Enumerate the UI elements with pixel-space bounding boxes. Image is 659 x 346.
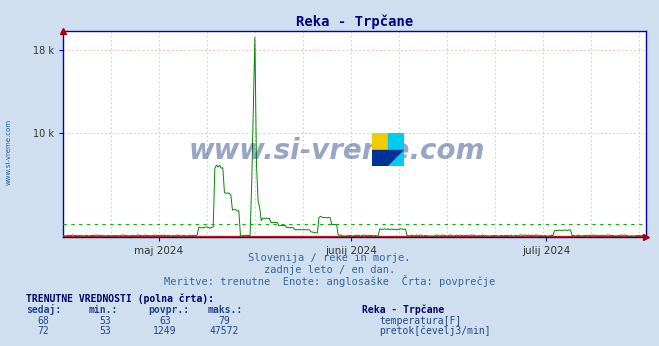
Text: povpr.:: povpr.: xyxy=(148,306,189,316)
Text: Meritve: trenutne  Enote: anglosaške  Črta: povprečje: Meritve: trenutne Enote: anglosaške Črta… xyxy=(164,275,495,288)
Text: www.si-vreme.com: www.si-vreme.com xyxy=(188,137,485,165)
Bar xyxy=(388,149,404,166)
Text: sedaj:: sedaj: xyxy=(26,304,61,316)
Text: 79: 79 xyxy=(218,316,230,326)
Bar xyxy=(372,133,388,149)
Text: zadnje leto / en dan.: zadnje leto / en dan. xyxy=(264,265,395,275)
Text: 53: 53 xyxy=(100,326,111,336)
Bar xyxy=(372,149,388,166)
Text: 53: 53 xyxy=(100,316,111,326)
Polygon shape xyxy=(388,149,404,166)
Bar xyxy=(388,133,404,149)
Text: 47572: 47572 xyxy=(210,326,239,336)
Text: Slovenija / reke in morje.: Slovenija / reke in morje. xyxy=(248,253,411,263)
Text: 63: 63 xyxy=(159,316,171,326)
Text: pretok[čevelj3/min]: pretok[čevelj3/min] xyxy=(380,325,491,336)
Text: Reka - Trpčane: Reka - Trpčane xyxy=(362,305,445,316)
Text: temperatura[F]: temperatura[F] xyxy=(380,316,462,326)
Title: Reka - Trpčane: Reka - Trpčane xyxy=(296,14,413,29)
Text: min.:: min.: xyxy=(89,306,119,316)
Text: 72: 72 xyxy=(37,326,49,336)
Text: TRENUTNE VREDNOSTI (polna črta):: TRENUTNE VREDNOSTI (polna črta): xyxy=(26,293,214,304)
Text: www.si-vreme.com: www.si-vreme.com xyxy=(5,119,12,185)
Text: maks.:: maks.: xyxy=(208,306,243,316)
Text: 1249: 1249 xyxy=(153,326,177,336)
Text: 68: 68 xyxy=(37,316,49,326)
